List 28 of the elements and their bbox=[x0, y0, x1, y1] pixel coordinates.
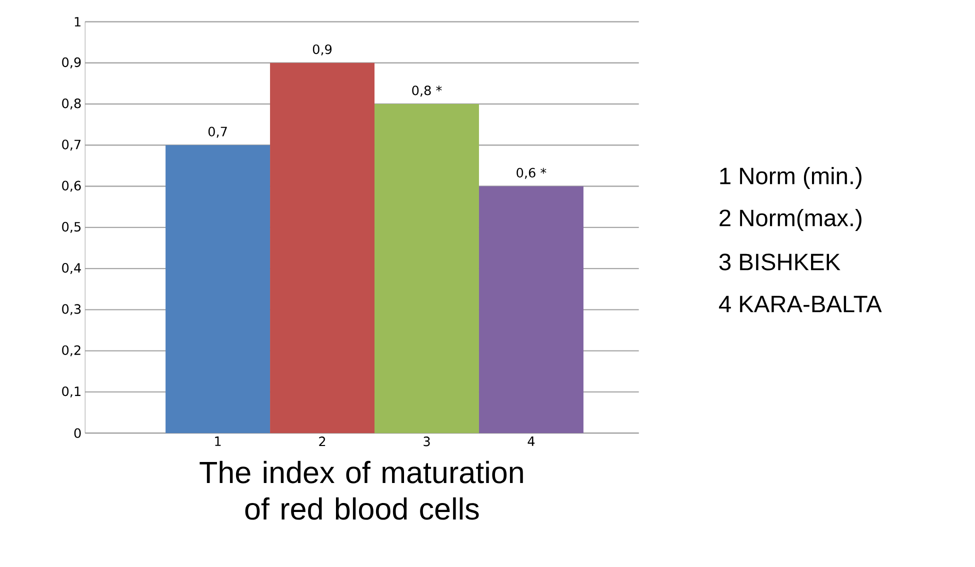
y-tick-label: 0,6 bbox=[62, 181, 81, 192]
y-tick-label: 0,7 bbox=[62, 140, 81, 151]
bar bbox=[270, 63, 375, 434]
x-tick-label: 1 bbox=[215, 436, 221, 446]
data-label: 0,9 bbox=[312, 44, 332, 56]
x-tick-label: 4 bbox=[528, 436, 535, 446]
data-label: 0,8 * bbox=[412, 86, 442, 97]
text: 1 Norm (min.) bbox=[720, 167, 862, 190]
y-tick-label: 0,5 bbox=[62, 222, 81, 234]
y-tick-label: 1 bbox=[74, 17, 80, 27]
bar bbox=[166, 145, 270, 434]
y-tick-label: 0,8 bbox=[62, 98, 81, 110]
y-tick-label: 0 bbox=[74, 428, 81, 438]
data-label: 0,7 bbox=[208, 126, 227, 138]
x-tick-label: 2 bbox=[319, 436, 326, 446]
data-label: 0,6 * bbox=[516, 168, 546, 180]
bar bbox=[478, 186, 584, 434]
y-tick-label: 0,1 bbox=[62, 386, 80, 398]
y-tick-label: 0,4 bbox=[62, 263, 81, 274]
y-tick-label: 0,2 bbox=[62, 346, 80, 357]
y-tick-label: 0,9 bbox=[62, 58, 81, 69]
bar bbox=[374, 104, 479, 434]
y-tick-label: 0,3 bbox=[62, 304, 81, 316]
text: 2 Norm(max.) bbox=[720, 209, 862, 232]
text: 4 KARA-BALTA bbox=[718, 296, 882, 312]
x-tick-label: 3 bbox=[424, 436, 430, 446]
text: 3 BISHKEK bbox=[719, 254, 840, 271]
x-axis-title: The index of maturation of red blood cells bbox=[200, 461, 523, 520]
